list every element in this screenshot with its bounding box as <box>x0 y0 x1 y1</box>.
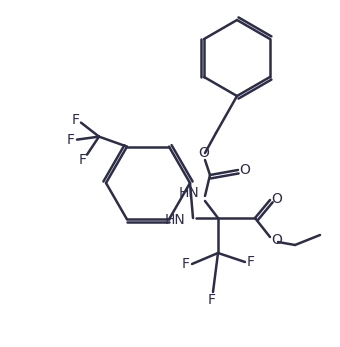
Text: F: F <box>67 133 75 147</box>
Text: HN: HN <box>164 213 185 227</box>
Text: F: F <box>208 293 216 307</box>
Text: O: O <box>199 146 209 160</box>
Text: O: O <box>271 233 282 247</box>
Text: HN: HN <box>178 186 199 200</box>
Text: F: F <box>79 153 87 167</box>
Text: O: O <box>240 163 251 177</box>
Text: O: O <box>272 192 283 206</box>
Text: F: F <box>72 113 80 127</box>
Text: F: F <box>182 257 190 271</box>
Text: F: F <box>247 255 255 269</box>
